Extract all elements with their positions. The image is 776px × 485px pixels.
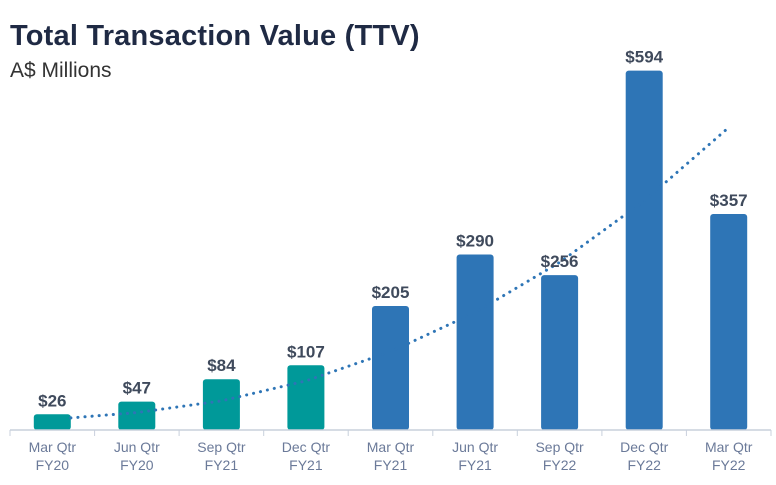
bar-2 [202, 379, 240, 430]
value-label-3: $107 [287, 342, 325, 361]
tick-label-line1-2: Sep Qtr [197, 439, 246, 455]
value-label-5: $290 [456, 232, 494, 251]
tick-label-line2-0: FY20 [36, 457, 70, 473]
tick-label-line1-8: Mar Qtr [705, 439, 753, 455]
tick-label-line1-6: Sep Qtr [535, 439, 584, 455]
chart-title: Total Transaction Value (TTV) [10, 20, 420, 52]
chart-subtitle: A$ Millions [10, 59, 112, 82]
value-label-7: $594 [625, 48, 663, 67]
value-label-6: $256 [541, 252, 579, 271]
tick-label-line2-4: FY21 [374, 457, 408, 473]
tick-label-line2-6: FY22 [543, 457, 577, 473]
trendline [69, 126, 731, 420]
tick-label-line2-8: FY22 [712, 457, 746, 473]
tick-label-line2-7: FY22 [627, 457, 661, 473]
value-label-1: $47 [123, 379, 151, 398]
tick-label-line1-3: Dec Qtr [282, 439, 331, 455]
tick-label-line1-5: Jun Qtr [452, 439, 498, 455]
value-label-2: $84 [207, 356, 236, 375]
bar-5 [456, 254, 494, 430]
bar-1 [118, 401, 156, 430]
bar-6 [541, 275, 579, 430]
tick-label-line2-3: FY21 [289, 457, 323, 473]
tick-label-line2-1: FY20 [120, 457, 154, 473]
bar-7 [625, 70, 663, 430]
tick-label-line1-7: Dec Qtr [620, 439, 669, 455]
value-label-4: $205 [372, 283, 410, 302]
bar-4 [372, 306, 409, 430]
tick-label-line1-0: Mar Qtr [29, 439, 77, 455]
bar-8 [710, 214, 748, 430]
tick-label-line2-2: FY21 [205, 457, 239, 473]
tick-label-line1-4: Mar Qtr [367, 439, 415, 455]
value-label-0: $26 [38, 391, 66, 410]
bar-0 [33, 414, 71, 430]
tick-label-line1-1: Jun Qtr [114, 439, 160, 455]
bar-3 [287, 365, 325, 430]
value-label-8: $357 [710, 191, 748, 210]
tick-label-line2-5: FY21 [458, 457, 492, 473]
